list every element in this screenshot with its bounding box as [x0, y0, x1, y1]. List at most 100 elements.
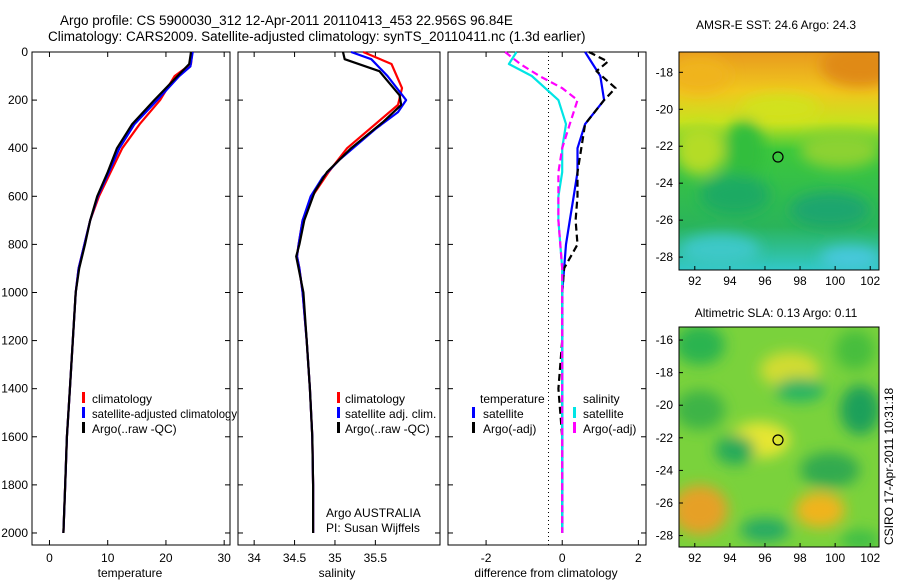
sst-map-panel: AMSR-E SST: 24.6 Argo: 24.3 -18 -20 -22 -24…: [656, 18, 881, 288]
x-tick-label: 0: [46, 551, 53, 565]
sla-map-title: Altimetric SLA: 0.13 Argo: 0.11: [695, 306, 858, 320]
x-tick-label: -2: [481, 551, 492, 565]
sst-map-x-ticks: 92 94 96 98 100 102: [688, 266, 881, 288]
temperature-x-label: temperature: [98, 566, 163, 580]
x-tick-label: 96: [758, 274, 772, 288]
sst-map-image: [679, 52, 879, 270]
y-tick-label: -18: [656, 366, 674, 380]
x-tick-label: 92: [688, 274, 702, 288]
temperature-lines: [62, 51, 194, 534]
x-tick-label: 102: [860, 274, 880, 288]
legend-label-satellite: satellite adj. clim.: [345, 407, 436, 421]
y-tick-label: 0: [21, 45, 28, 59]
y-tick-label: -26: [656, 496, 674, 510]
sst-map-y-ticks: -18 -20 -22 -24 -26 -28: [656, 65, 683, 264]
x-tick-label: 98: [793, 551, 807, 565]
y-tick-label: -26: [656, 213, 674, 227]
temperature-x-ticks: 0 10 20 30: [46, 52, 231, 565]
x-tick-label: 100: [825, 551, 845, 565]
legend-swatch-argo: [337, 422, 340, 433]
legend-label-argo: Argo(..raw -QC): [92, 422, 177, 436]
x-tick-label: 92: [688, 551, 702, 565]
legend-label-argo: Argo(..raw -QC): [345, 422, 430, 436]
y-tick-label: -20: [656, 102, 674, 116]
series-line-argo-raw-qc-: [295, 51, 403, 533]
x-tick-label: 20: [159, 551, 173, 565]
difference-lines: [504, 51, 617, 533]
x-tick-label: 35.5: [364, 551, 388, 565]
y-tick-label: -22: [656, 431, 674, 445]
salinity-x-ticks: 34 34.5 35 35.5: [238, 51, 440, 565]
y-tick-label: -16: [656, 333, 674, 347]
difference-panel: -2 0 2 temperature salinity satellite Argo…: [447, 51, 647, 580]
legend-label-climatology: climatology: [92, 392, 152, 406]
x-tick-label: 98: [793, 274, 807, 288]
legend-label-sal-argo: Argo(-adj): [583, 422, 636, 436]
x-tick-label: 0: [559, 551, 566, 565]
temperature-panel: 0 200 400 600 800 1000 1200 1400 1600 1800 2000 0 1…: [1, 45, 237, 580]
y-tick-label: 1800: [1, 478, 28, 492]
x-tick-label: 34: [247, 551, 261, 565]
difference-x-label: difference from climatology: [474, 566, 617, 580]
temperature-legend: climatology satellite-adjusted climatolo…: [82, 392, 237, 436]
legend-swatch-climatology: [337, 392, 340, 403]
side-timestamp-label: CSIRO 17-Apr-2011 10:31:18: [882, 387, 896, 545]
y-tick-label: 400: [8, 141, 28, 155]
legend-label-temp-argo: Argo(-adj): [483, 422, 536, 436]
series-line-argo-raw-qc-: [62, 51, 193, 534]
y-tick-label: 800: [8, 237, 28, 251]
x-tick-label: 10: [101, 551, 115, 565]
sla-map-panel: Altimetric SLA: 0.13 Argo: 0.11 -16 -18: [656, 306, 881, 565]
x-tick-label: 96: [758, 551, 772, 565]
legend-label-sal-satellite: satellite: [583, 407, 624, 421]
difference-legend: temperature salinity satellite Argo(-adj…: [472, 392, 636, 436]
salinity-x-label: salinity: [319, 566, 356, 580]
x-tick-label: 100: [825, 274, 845, 288]
argo-location-marker: [772, 151, 784, 163]
x-tick-label: 34.5: [283, 551, 307, 565]
legend-label-temp-satellite: satellite: [483, 407, 524, 421]
series-line-salinity-argo-adj-: [504, 51, 579, 533]
legend-swatch-sal-argo: [573, 422, 576, 433]
x-tick-label: 30: [217, 551, 231, 565]
sst-map-title: AMSR-E SST: 24.6 Argo: 24.3: [696, 18, 856, 32]
y-tick-label: -18: [656, 65, 674, 79]
x-tick-label: 102: [860, 551, 880, 565]
legend-swatch-argo: [82, 422, 85, 433]
sla-map-image: [679, 327, 879, 547]
salinity-panel: 34 34.5 35 35.5 climatology satellite adj. …: [237, 50, 441, 580]
salinity-note-line2: PI: Susan Wijffels: [326, 521, 420, 535]
series-line-temperature-argo-adj-: [557, 51, 617, 533]
y-tick-label: 200: [8, 93, 28, 107]
y-tick-label: 600: [8, 189, 28, 203]
salinity-legend: climatology satellite adj. clim. Argo(..…: [337, 392, 436, 436]
y-tick-label: -24: [656, 176, 674, 190]
legend-header-salinity: salinity: [583, 392, 620, 406]
sla-map-x-ticks: 92 94 96 98 100 102: [688, 543, 881, 565]
y-tick-label: -22: [656, 139, 674, 153]
y-tick-label: 2000: [1, 526, 28, 540]
figure-title-line1: Argo profile: CS 5900030_312 12-Apr-2011…: [60, 13, 513, 28]
legend-label-satellite: satellite-adjusted climatology: [92, 407, 237, 421]
y-tick-label: 1000: [1, 285, 28, 299]
x-tick-label: 94: [723, 551, 737, 565]
x-tick-label: 35: [328, 551, 342, 565]
x-tick-label: 94: [723, 274, 737, 288]
legend-header-temperature: temperature: [480, 392, 545, 406]
figure-title-line2: Climatology: CARS2009. Satellite-adjuste…: [48, 29, 586, 44]
y-tick-label: -28: [656, 250, 674, 264]
legend-label-climatology: climatology: [345, 392, 405, 406]
y-tick-label: 1200: [1, 334, 28, 348]
salinity-note-line1: Argo AUSTRALIA: [326, 506, 421, 520]
sla-map-y-ticks: -16 -18 -20 -22 -24 -26 -28: [656, 333, 683, 543]
legend-swatch-satellite: [337, 407, 340, 418]
salinity-lines: [295, 50, 408, 533]
legend-swatch-temp-satellite: [472, 407, 475, 418]
difference-x-ticks: -2 0 2: [448, 51, 646, 565]
y-tick-label: -20: [656, 398, 674, 412]
legend-swatch-temp-argo: [472, 422, 475, 433]
y-tick-label: 1600: [1, 430, 28, 444]
y-tick-label: -24: [656, 463, 674, 477]
temperature-y-ticks: 0 200 400 600 800 1000 1200 1400 1600 1800 2000: [1, 45, 230, 540]
